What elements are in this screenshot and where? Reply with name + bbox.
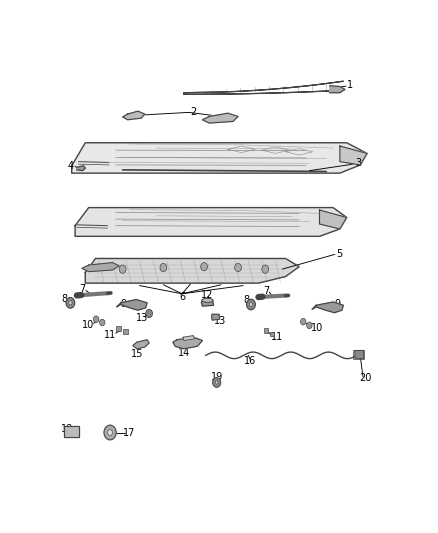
Bar (264, 328, 268, 333)
Circle shape (212, 377, 221, 387)
Text: 9: 9 (120, 298, 127, 309)
Polygon shape (320, 210, 346, 229)
Bar (123, 329, 128, 334)
Text: 1: 1 (347, 80, 353, 90)
Circle shape (160, 263, 167, 272)
Text: 12: 12 (201, 289, 214, 300)
Text: 13: 13 (136, 313, 148, 324)
Bar (270, 332, 274, 336)
Circle shape (307, 322, 312, 329)
Polygon shape (202, 113, 238, 123)
Polygon shape (77, 166, 85, 171)
Bar (116, 326, 121, 330)
Text: 7: 7 (263, 286, 269, 295)
Circle shape (249, 302, 253, 306)
Circle shape (99, 319, 105, 326)
Text: 8: 8 (62, 294, 68, 304)
Polygon shape (133, 340, 149, 349)
Text: 14: 14 (178, 348, 190, 358)
Text: 20: 20 (360, 373, 372, 383)
Polygon shape (173, 337, 202, 349)
Text: 4: 4 (68, 161, 74, 171)
Text: 3: 3 (355, 158, 361, 168)
Text: 10: 10 (311, 323, 323, 333)
Text: 9: 9 (335, 300, 341, 310)
Circle shape (235, 263, 241, 272)
Circle shape (215, 381, 218, 384)
Polygon shape (340, 146, 367, 165)
Circle shape (146, 309, 152, 318)
Text: 8: 8 (244, 295, 250, 305)
Text: 19: 19 (211, 372, 223, 382)
Text: 2: 2 (190, 107, 196, 117)
Text: 13: 13 (214, 316, 226, 326)
Circle shape (119, 265, 126, 273)
FancyBboxPatch shape (355, 350, 364, 359)
Circle shape (66, 297, 75, 308)
Polygon shape (330, 86, 345, 93)
Text: 7: 7 (79, 284, 86, 294)
Text: 11: 11 (271, 332, 283, 342)
Text: 5: 5 (336, 248, 343, 259)
Circle shape (69, 301, 72, 305)
Circle shape (262, 265, 268, 273)
Text: 10: 10 (82, 320, 94, 330)
Polygon shape (75, 207, 346, 236)
Text: 17: 17 (123, 427, 136, 438)
Circle shape (108, 430, 113, 435)
Text: 11: 11 (104, 330, 117, 340)
Text: 15: 15 (131, 349, 143, 359)
Polygon shape (201, 301, 214, 306)
Circle shape (247, 299, 255, 310)
Bar (353, 350, 364, 359)
Polygon shape (85, 259, 299, 283)
Circle shape (201, 263, 208, 271)
Polygon shape (184, 81, 343, 94)
Circle shape (300, 318, 306, 325)
Polygon shape (123, 111, 145, 120)
Polygon shape (212, 314, 220, 320)
Polygon shape (117, 300, 147, 310)
Text: 18: 18 (60, 424, 73, 434)
Text: 6: 6 (179, 292, 185, 302)
Circle shape (104, 425, 116, 440)
Ellipse shape (202, 298, 213, 302)
Polygon shape (72, 143, 367, 173)
Polygon shape (183, 336, 194, 341)
Polygon shape (82, 263, 119, 272)
Polygon shape (64, 426, 79, 438)
Polygon shape (312, 302, 343, 313)
Text: 16: 16 (244, 356, 256, 366)
Circle shape (93, 316, 99, 322)
